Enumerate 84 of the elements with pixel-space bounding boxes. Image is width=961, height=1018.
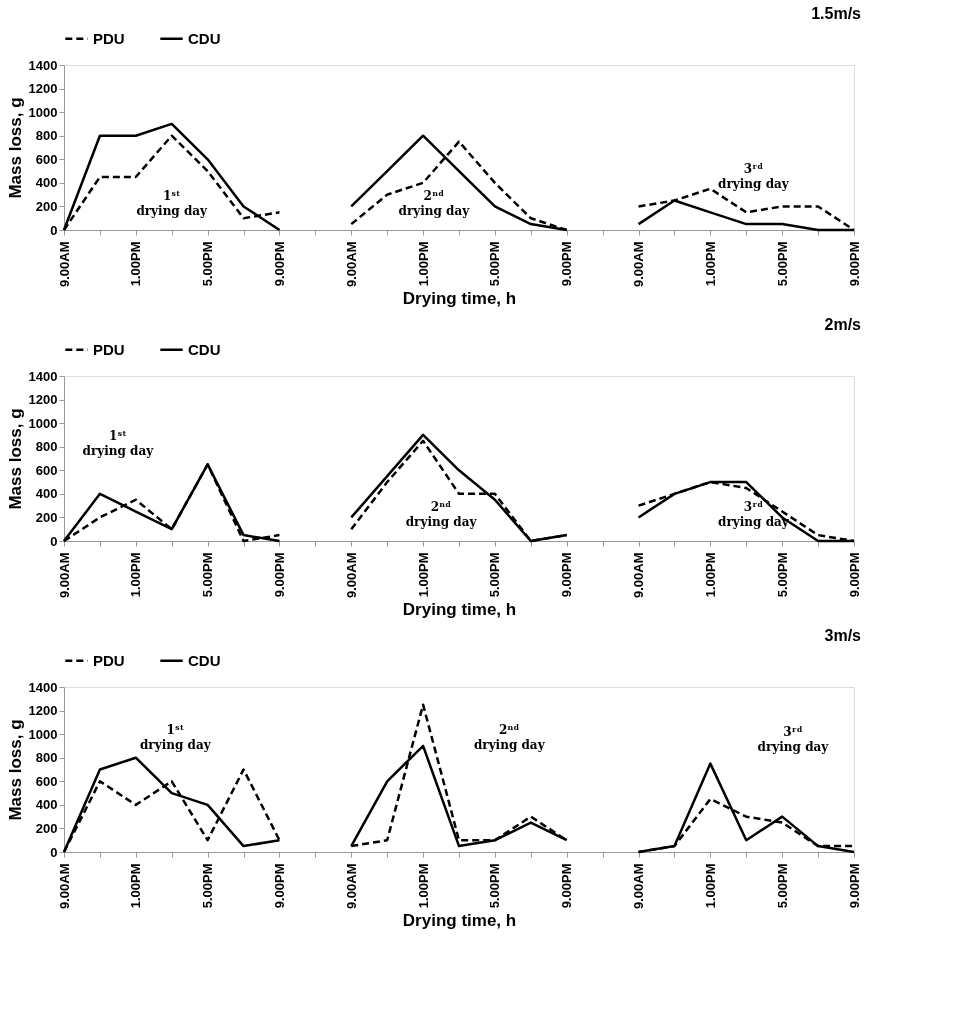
x-tick-label: 9.00PM — [846, 552, 862, 598]
y-axis-title: Mass loss, g — [5, 408, 25, 510]
y-tick-label: 0 — [50, 844, 58, 860]
legend-label: CDU — [188, 651, 221, 669]
y-tick-label: 0 — [50, 533, 58, 549]
x-tick-label: 1.00PM — [702, 552, 718, 598]
annotation: 2ⁿᵈ drying day — [473, 722, 546, 752]
x-tick-label: 9.00PM — [559, 863, 575, 909]
y-tick-label: 1200 — [28, 703, 58, 719]
x-tick-label: 5.00PM — [200, 863, 216, 909]
x-tick-label: 9.00PM — [846, 241, 862, 287]
y-tick-label: 1000 — [28, 726, 58, 742]
x-tick-label: 9.00AM — [631, 552, 647, 599]
annotation: 3ʳᵈ drying day — [757, 725, 830, 755]
y-tick-label: 1000 — [28, 104, 58, 120]
x-tick-label: 9.00AM — [56, 552, 72, 599]
y-tick-label: 400 — [35, 797, 58, 813]
y-tick-label: 200 — [35, 198, 58, 214]
y-tick-label: 800 — [35, 128, 58, 144]
x-tick-label: 9.00AM — [631, 241, 647, 288]
x-tick-label: 1.00PM — [415, 241, 431, 287]
x-tick-label: 5.00PM — [774, 863, 790, 909]
y-tick-label: 200 — [35, 820, 58, 836]
chart-title: 1.5m/s — [811, 5, 862, 22]
y-axis-title: Mass loss, g — [5, 97, 25, 199]
x-tick-label: 5.00PM — [200, 552, 216, 598]
legend-label: PDU — [93, 340, 125, 358]
chart-title: 2m/s — [824, 316, 862, 333]
x-tick-label: 9.00AM — [56, 241, 72, 288]
y-tick-label: 400 — [35, 486, 58, 502]
y-tick-label: 1000 — [28, 415, 58, 431]
y-tick-label: 400 — [35, 175, 58, 191]
x-axis-title: Drying time, h — [402, 600, 517, 620]
y-tick-label: 1200 — [28, 392, 58, 408]
x-axis-title: Drying time, h — [402, 289, 517, 309]
y-tick-label: 800 — [35, 439, 58, 455]
annotation: 1ˢᵗ drying day — [136, 189, 209, 219]
x-axis-title: Drying time, h — [402, 911, 517, 931]
y-tick-label: 1400 — [28, 368, 58, 384]
x-tick-label: 1.00PM — [128, 863, 144, 909]
y-tick-label: 1400 — [28, 57, 58, 73]
x-tick-label: 9.00AM — [343, 863, 359, 910]
x-tick-label: 1.00PM — [415, 552, 431, 598]
x-tick-label: 5.00PM — [774, 552, 790, 598]
x-tick-label: 9.00PM — [271, 241, 287, 287]
x-tick-label: 5.00PM — [487, 241, 503, 287]
legend-label: CDU — [188, 340, 221, 358]
annotation: 3ʳᵈ drying day — [718, 500, 790, 530]
x-tick-label: 9.00AM — [631, 863, 647, 910]
y-tick-label: 1400 — [28, 679, 58, 695]
x-tick-label: 9.00PM — [559, 552, 575, 598]
x-tick-label: 5.00PM — [774, 241, 790, 287]
x-tick-label: 1.00PM — [128, 552, 144, 598]
x-tick-label: 9.00PM — [271, 552, 287, 598]
x-tick-label: 5.00PM — [487, 863, 503, 909]
legend-label: CDU — [188, 29, 221, 47]
x-tick-label: 1.00PM — [702, 241, 718, 287]
x-tick-label: 9.00AM — [343, 552, 359, 599]
annotation: 3ʳᵈ drying day — [718, 162, 790, 191]
y-axis-title: Mass loss, g — [5, 719, 25, 821]
x-tick-label: 5.00PM — [200, 241, 216, 287]
x-tick-label: 1.00PM — [702, 863, 718, 909]
y-tick-label: 600 — [35, 773, 58, 789]
x-tick-label: 9.00PM — [271, 863, 287, 909]
x-tick-label: 5.00PM — [487, 552, 503, 598]
annotation: 2ⁿᵈ drying day — [398, 189, 471, 219]
x-tick-label: 9.00AM — [56, 863, 72, 910]
annotation: 2ⁿᵈ drying day — [405, 500, 478, 530]
y-tick-label: 800 — [35, 750, 58, 766]
x-tick-label: 1.00PM — [415, 863, 431, 909]
legend-label: PDU — [93, 29, 125, 47]
legend-label: PDU — [93, 651, 125, 669]
x-tick-label: 1.00PM — [128, 241, 144, 287]
chart-title: 3m/s — [824, 627, 862, 644]
x-tick-label: 9.00PM — [559, 241, 575, 287]
y-tick-label: 600 — [35, 151, 58, 167]
y-tick-label: 1200 — [28, 81, 58, 97]
annotation: 1ˢᵗ drying day — [82, 429, 155, 459]
x-tick-label: 9.00PM — [846, 863, 862, 909]
y-tick-label: 0 — [50, 222, 58, 238]
annotation: 1ˢᵗ drying day — [139, 722, 212, 752]
y-tick-label: 200 — [35, 509, 58, 525]
y-tick-label: 600 — [35, 462, 58, 478]
x-tick-label: 9.00AM — [343, 241, 359, 288]
